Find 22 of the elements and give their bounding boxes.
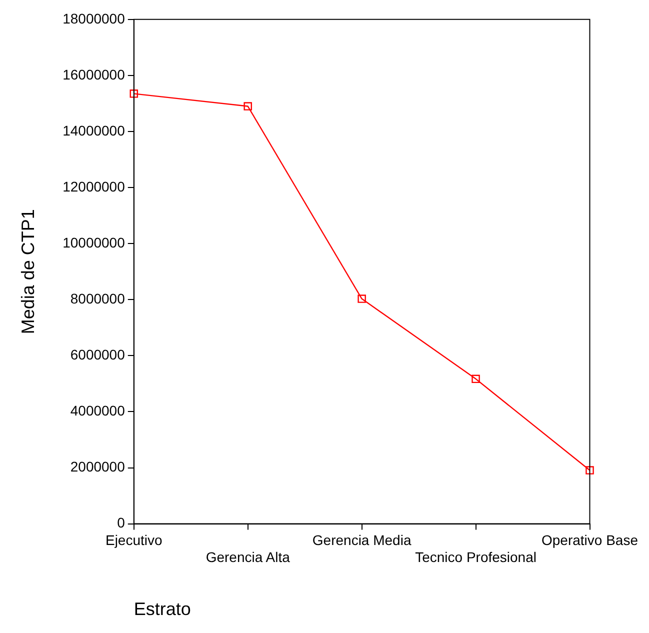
x-tick-label: Gerencia Alta — [206, 548, 290, 565]
y-tick-label: 14000000 — [62, 122, 126, 138]
x-tick-label: Tecnico Profesional — [415, 548, 536, 565]
y-tick-label: 10000000 — [62, 234, 126, 250]
point — [586, 466, 594, 474]
y-tick-label: 18000000 — [62, 10, 126, 26]
y-tick-label: 8000000 — [70, 290, 126, 306]
point — [130, 90, 138, 98]
y-tick-label: 12000000 — [62, 178, 126, 194]
y-axis-title: Media de CTP1 — [18, 209, 38, 334]
y-tick-label: 0 — [117, 514, 126, 531]
point — [244, 102, 252, 110]
x-axis-title: Estrato — [134, 599, 191, 620]
y-tick-label: 2000000 — [70, 458, 126, 475]
y-tick-label: 4000000 — [70, 402, 126, 419]
x-tick-label: Ejecutivo — [105, 532, 163, 548]
x-tick-label: Operativo Base — [542, 532, 638, 548]
point — [472, 374, 480, 384]
point — [358, 294, 366, 303]
y-tick-label: 6000000 — [70, 346, 126, 363]
y-tick-label: 16000000 — [62, 66, 126, 82]
x-tick-label: Gerencia Media — [312, 532, 412, 548]
